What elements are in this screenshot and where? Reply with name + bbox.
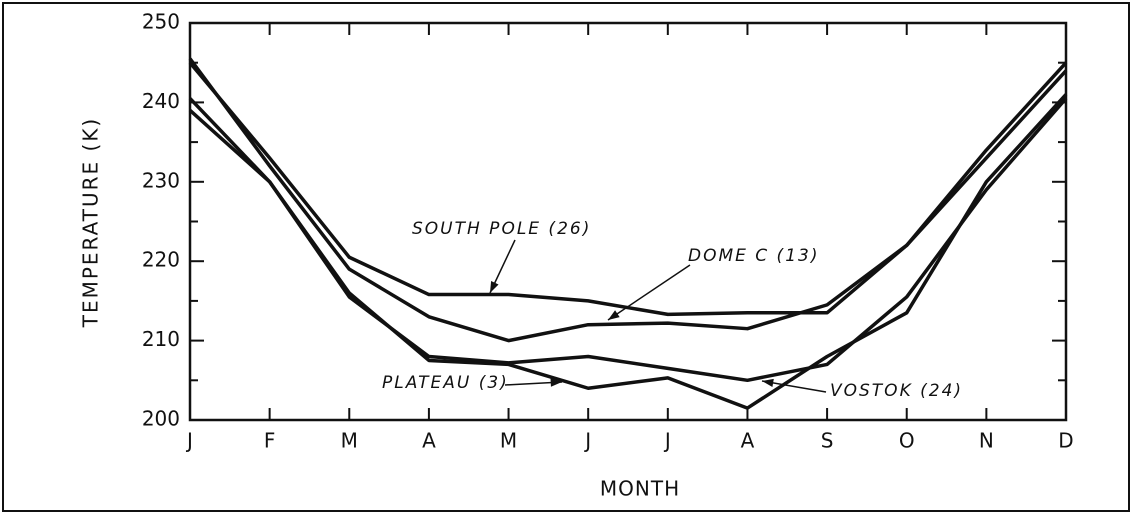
- series-line: [188, 93, 1068, 410]
- y-tick-label: 240: [142, 89, 180, 113]
- series-line: [188, 61, 1068, 317]
- y-tick-label: 250: [142, 10, 180, 34]
- label-arrow: [607, 264, 691, 321]
- x-axis-label: MONTH: [600, 477, 680, 501]
- x-tick-label: J: [663, 429, 671, 453]
- series-label: SOUTH POLE (26): [412, 219, 591, 239]
- series-label: PLATEAU (3): [382, 373, 509, 393]
- series-label: DOME C (13): [688, 246, 819, 266]
- arrow-head: [490, 281, 499, 293]
- x-tick-label: N: [979, 429, 994, 453]
- frame: [2, 2, 1130, 512]
- series-label: VOSTOK (24): [830, 381, 963, 401]
- x-tick-label: M: [341, 429, 358, 453]
- x-tick-label: S: [821, 429, 834, 453]
- y-tick-label: 230: [142, 168, 180, 192]
- y-tick-label: 200: [142, 407, 180, 431]
- x-tick-label: J: [583, 429, 591, 453]
- arrow-head: [762, 378, 774, 387]
- x-tick-label: F: [264, 429, 276, 453]
- y-tick-label: 210: [142, 327, 180, 351]
- x-tick-label: A: [422, 429, 436, 453]
- x-tick-label: A: [741, 429, 755, 453]
- y-tick-label: 220: [142, 248, 180, 272]
- y-axis-label: TEMPERATURE (K): [79, 117, 103, 329]
- x-tick-label: D: [1058, 429, 1073, 453]
- series-line: [188, 97, 1068, 383]
- x-tick-label: O: [899, 429, 915, 453]
- arrow-head: [550, 378, 562, 387]
- x-tick-label: J: [185, 429, 193, 453]
- x-tick-label: M: [500, 429, 517, 453]
- series-line: [188, 57, 1068, 343]
- arrow-head: [608, 310, 620, 320]
